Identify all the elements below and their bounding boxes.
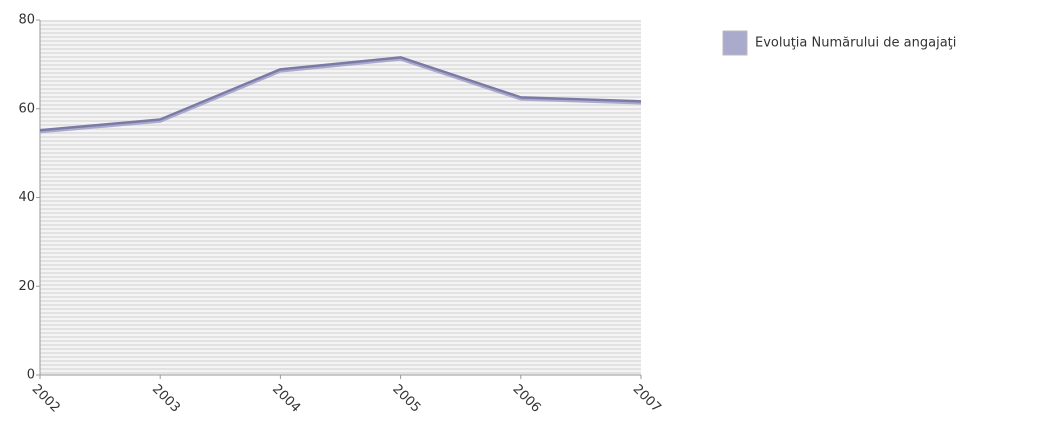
y-tick-label: 20: [18, 279, 35, 294]
x-tick-label: 2002: [29, 382, 63, 416]
y-tick-label: 60: [18, 101, 35, 116]
x-tick-label: 2003: [149, 382, 183, 416]
line-series: [39, 56, 642, 133]
x-tick-label: 2006: [509, 382, 543, 416]
y-tick-label: 40: [18, 190, 35, 205]
x-tick-label: 2005: [389, 382, 423, 416]
line-highlight: [39, 58, 642, 134]
x-tick-label: 2004: [269, 382, 303, 416]
y-tick-label: 0: [27, 368, 35, 383]
y-tick-label: 80: [18, 13, 35, 28]
legend-swatch: [722, 30, 748, 56]
plot-area: [40, 20, 641, 375]
legend-label: Evoluţia Numărului de angajaţi: [755, 36, 956, 51]
x-tick-label: 2007: [630, 382, 664, 416]
